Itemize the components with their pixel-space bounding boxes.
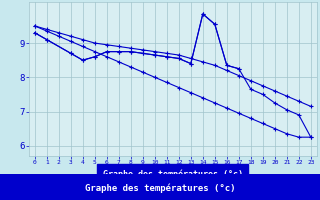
Text: Graphe des températures (°c): Graphe des températures (°c)	[85, 184, 235, 193]
X-axis label: Graphe des températures (°c): Graphe des températures (°c)	[103, 169, 243, 179]
